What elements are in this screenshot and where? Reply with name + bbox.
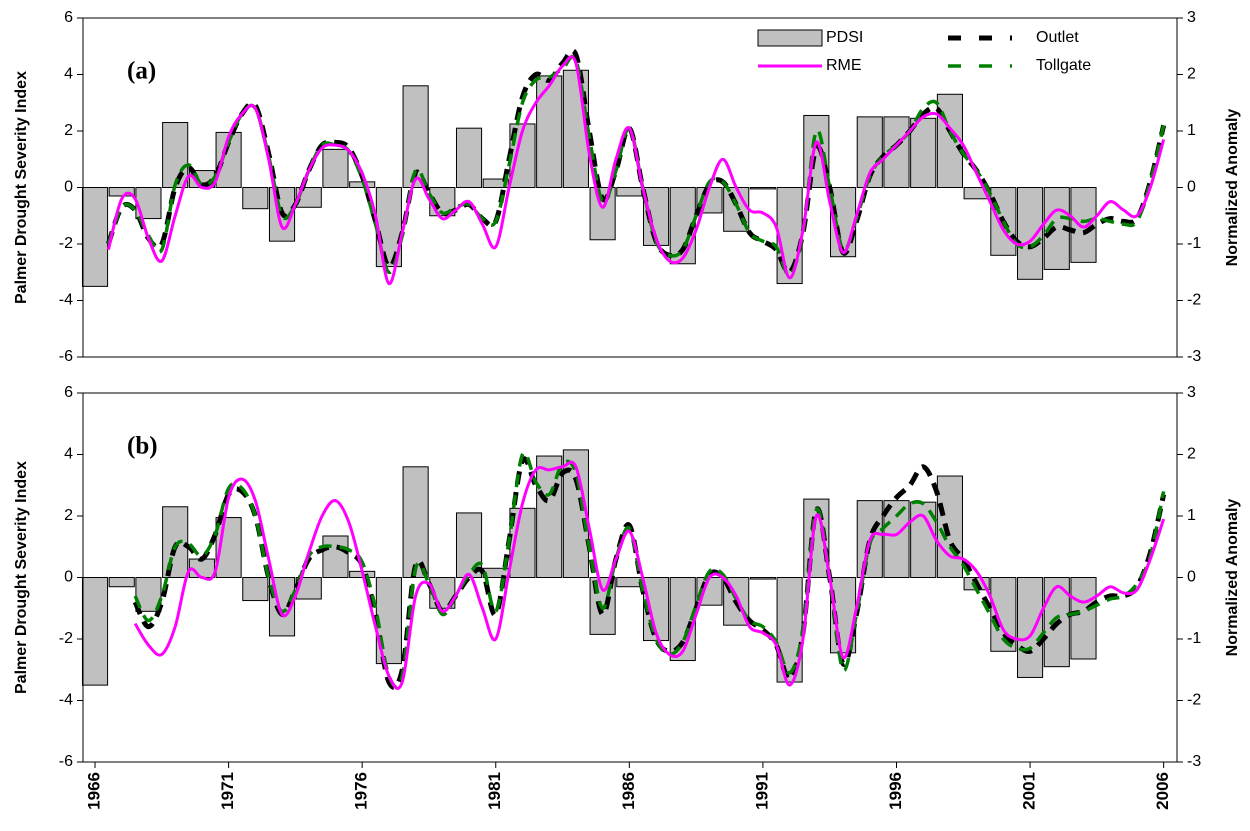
y2-tick-label: 3 [1187, 9, 1196, 26]
y-axis-title: Palmer Drought Severity Index [13, 71, 30, 304]
y-tick-label: 0 [64, 179, 73, 196]
y-tick-label: 0 [64, 569, 73, 586]
bar [749, 187, 776, 190]
y-tick-label: 4 [64, 66, 73, 83]
bar [936, 93, 963, 188]
y2-tick-label: 2 [1187, 446, 1196, 463]
y2-tick-label: -1 [1187, 235, 1201, 252]
y-tick-label: -4 [59, 292, 73, 309]
bar [455, 127, 483, 189]
bar [910, 117, 937, 188]
y2-tick-label: 1 [1187, 122, 1196, 139]
y-tick-label: -6 [59, 348, 73, 365]
y-tick-label: -2 [59, 630, 73, 647]
bar [162, 122, 189, 188]
bar [1070, 577, 1097, 660]
panel-label: (b) [127, 433, 158, 460]
bar [162, 506, 189, 578]
bar [482, 178, 509, 188]
y2-tick-label: -3 [1187, 348, 1201, 365]
bar [81, 577, 109, 686]
y2-axis-title: Normalized Anomaly [1224, 499, 1241, 657]
legend-label: Outlet [1036, 29, 1079, 46]
bar [1017, 187, 1044, 280]
bar [589, 187, 616, 241]
x-tick-label: 2001 [1020, 772, 1039, 810]
bar [616, 187, 643, 197]
bar [455, 512, 483, 578]
legend-label: RME [826, 57, 862, 74]
y-tick-label: 2 [64, 122, 73, 139]
y-tick-label: 6 [64, 384, 73, 401]
y-tick-label: -4 [59, 692, 73, 709]
x-tick-label: 1971 [218, 772, 237, 810]
x-tick-label: 1981 [485, 772, 504, 810]
y2-tick-label: -2 [1187, 292, 1201, 309]
y2-tick-label: -2 [1187, 692, 1201, 709]
y2-tick-label: 1 [1187, 507, 1196, 524]
bar [616, 577, 643, 588]
y-tick-label: -6 [59, 753, 73, 770]
y2-axis-title: Normalized Anomaly [1224, 109, 1241, 267]
line-series [133, 460, 1166, 690]
x-tick-label: 1996 [886, 772, 905, 810]
bar [883, 500, 910, 578]
bar [242, 187, 269, 210]
x-tick-label: 1976 [352, 772, 371, 810]
legend-label: PDSI [826, 29, 863, 46]
x-tick-label: 1991 [752, 772, 771, 810]
y-axis-title: Palmer Drought Severity Index [13, 461, 30, 694]
bar [322, 535, 349, 578]
bar [322, 148, 349, 189]
y-tick-label: 4 [64, 446, 73, 463]
y2-tick-label: 0 [1187, 179, 1196, 196]
x-tick-label: 2006 [1153, 772, 1172, 810]
y2-tick-label: 2 [1187, 66, 1196, 83]
bar [242, 577, 269, 602]
y2-tick-label: -3 [1187, 753, 1201, 770]
bar [936, 475, 963, 578]
x-tick-label: 1966 [85, 772, 104, 810]
line-series [133, 450, 1166, 689]
bar [749, 577, 776, 580]
legend-label: Tollgate [1036, 57, 1091, 74]
legend-swatch [757, 29, 823, 47]
line-rme [106, 55, 1166, 286]
bar [536, 75, 563, 188]
bar [1017, 577, 1044, 678]
x-tick-label: 1986 [619, 772, 638, 810]
y2-tick-label: 0 [1187, 569, 1196, 586]
y2-tick-label: -1 [1187, 630, 1201, 647]
panel-label: (a) [127, 58, 156, 85]
y2-tick-label: 3 [1187, 384, 1196, 401]
y-tick-label: -2 [59, 235, 73, 252]
line-tollgate [106, 54, 1166, 277]
bar [81, 187, 109, 287]
bar [295, 577, 322, 600]
bar [776, 187, 803, 285]
y-tick-label: 6 [64, 9, 73, 26]
bar [883, 116, 910, 188]
bar [108, 577, 135, 588]
bar [402, 466, 429, 578]
y-tick-label: 2 [64, 507, 73, 524]
